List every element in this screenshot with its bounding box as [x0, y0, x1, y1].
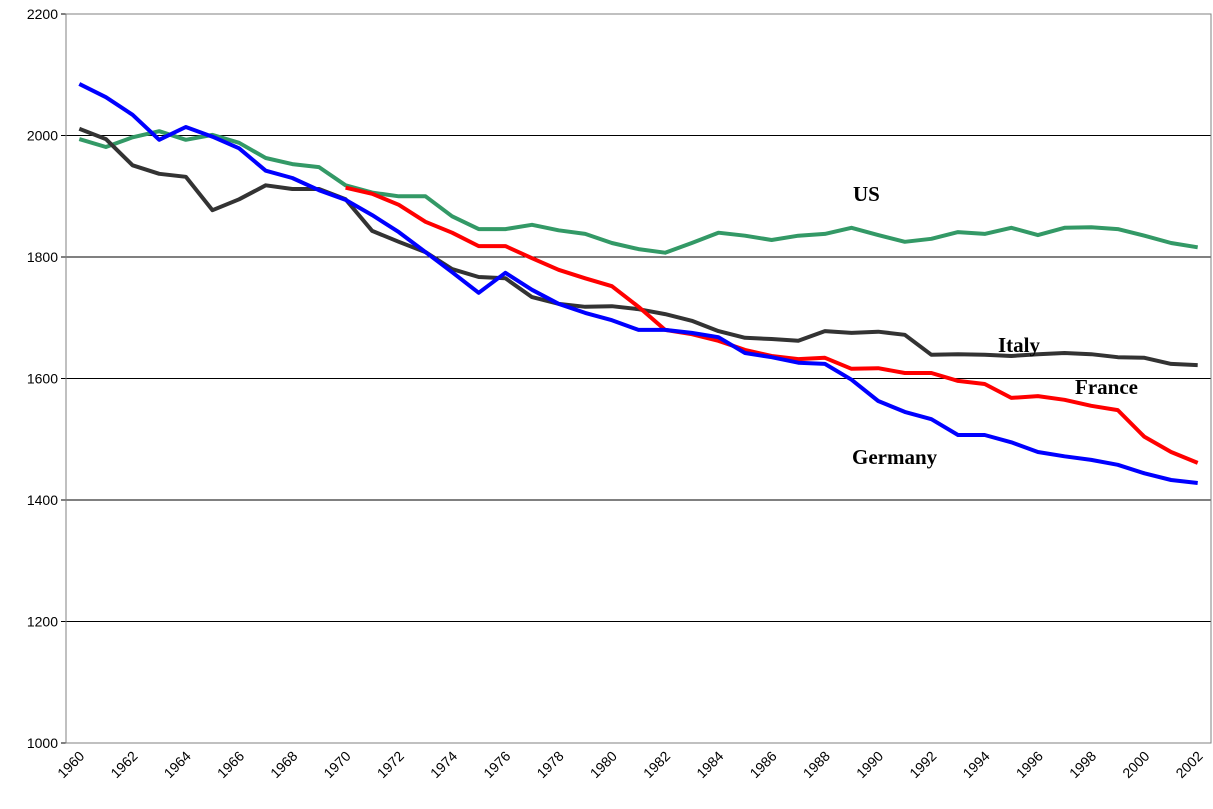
x-tick-label: 1988	[800, 748, 833, 781]
series-label: France	[1075, 375, 1138, 399]
series-label: Italy	[998, 333, 1041, 357]
x-tick-label: 1992	[906, 748, 939, 781]
plot-border	[65, 13, 1212, 744]
x-tick-label: 1960	[54, 748, 87, 781]
x-tick-label: 1976	[480, 748, 513, 781]
x-tick-label: 1980	[587, 748, 620, 781]
x-tick-label: 2000	[1119, 748, 1152, 781]
x-tick-label: 1986	[746, 748, 779, 781]
x-tick-label: 1968	[267, 748, 300, 781]
series-line	[78, 82, 1198, 485]
x-tick-label: 1974	[427, 748, 460, 781]
x-tick-label: 2002	[1172, 748, 1205, 781]
y-tick-label: 2200	[27, 6, 58, 22]
x-tick-label: 1964	[161, 748, 194, 781]
x-tick-label: 1998	[1066, 748, 1099, 781]
x-tick-label: 1982	[640, 748, 673, 781]
y-tick-label: 1600	[27, 371, 58, 387]
x-tick-label: 1990	[853, 748, 886, 781]
x-tick-label: 1972	[374, 748, 407, 781]
series-line	[78, 129, 1199, 255]
x-tick-label: 1970	[320, 748, 353, 781]
y-tick-label: 2000	[27, 128, 58, 144]
series-label: US	[853, 182, 880, 206]
y-tick-label: 1200	[27, 614, 58, 630]
y-tick-label: 1400	[27, 492, 58, 508]
x-tick-label: 1962	[107, 748, 140, 781]
y-tick-label: 1800	[27, 249, 58, 265]
x-tick-label: 1984	[693, 748, 726, 781]
x-tick-label: 1966	[214, 748, 247, 781]
y-tick-label: 1000	[27, 735, 58, 751]
series-label: Germany	[852, 445, 938, 469]
x-tick-label: 1994	[959, 748, 992, 781]
x-tick-label: 1996	[1013, 748, 1046, 781]
x-tick-label: 1978	[533, 748, 566, 781]
